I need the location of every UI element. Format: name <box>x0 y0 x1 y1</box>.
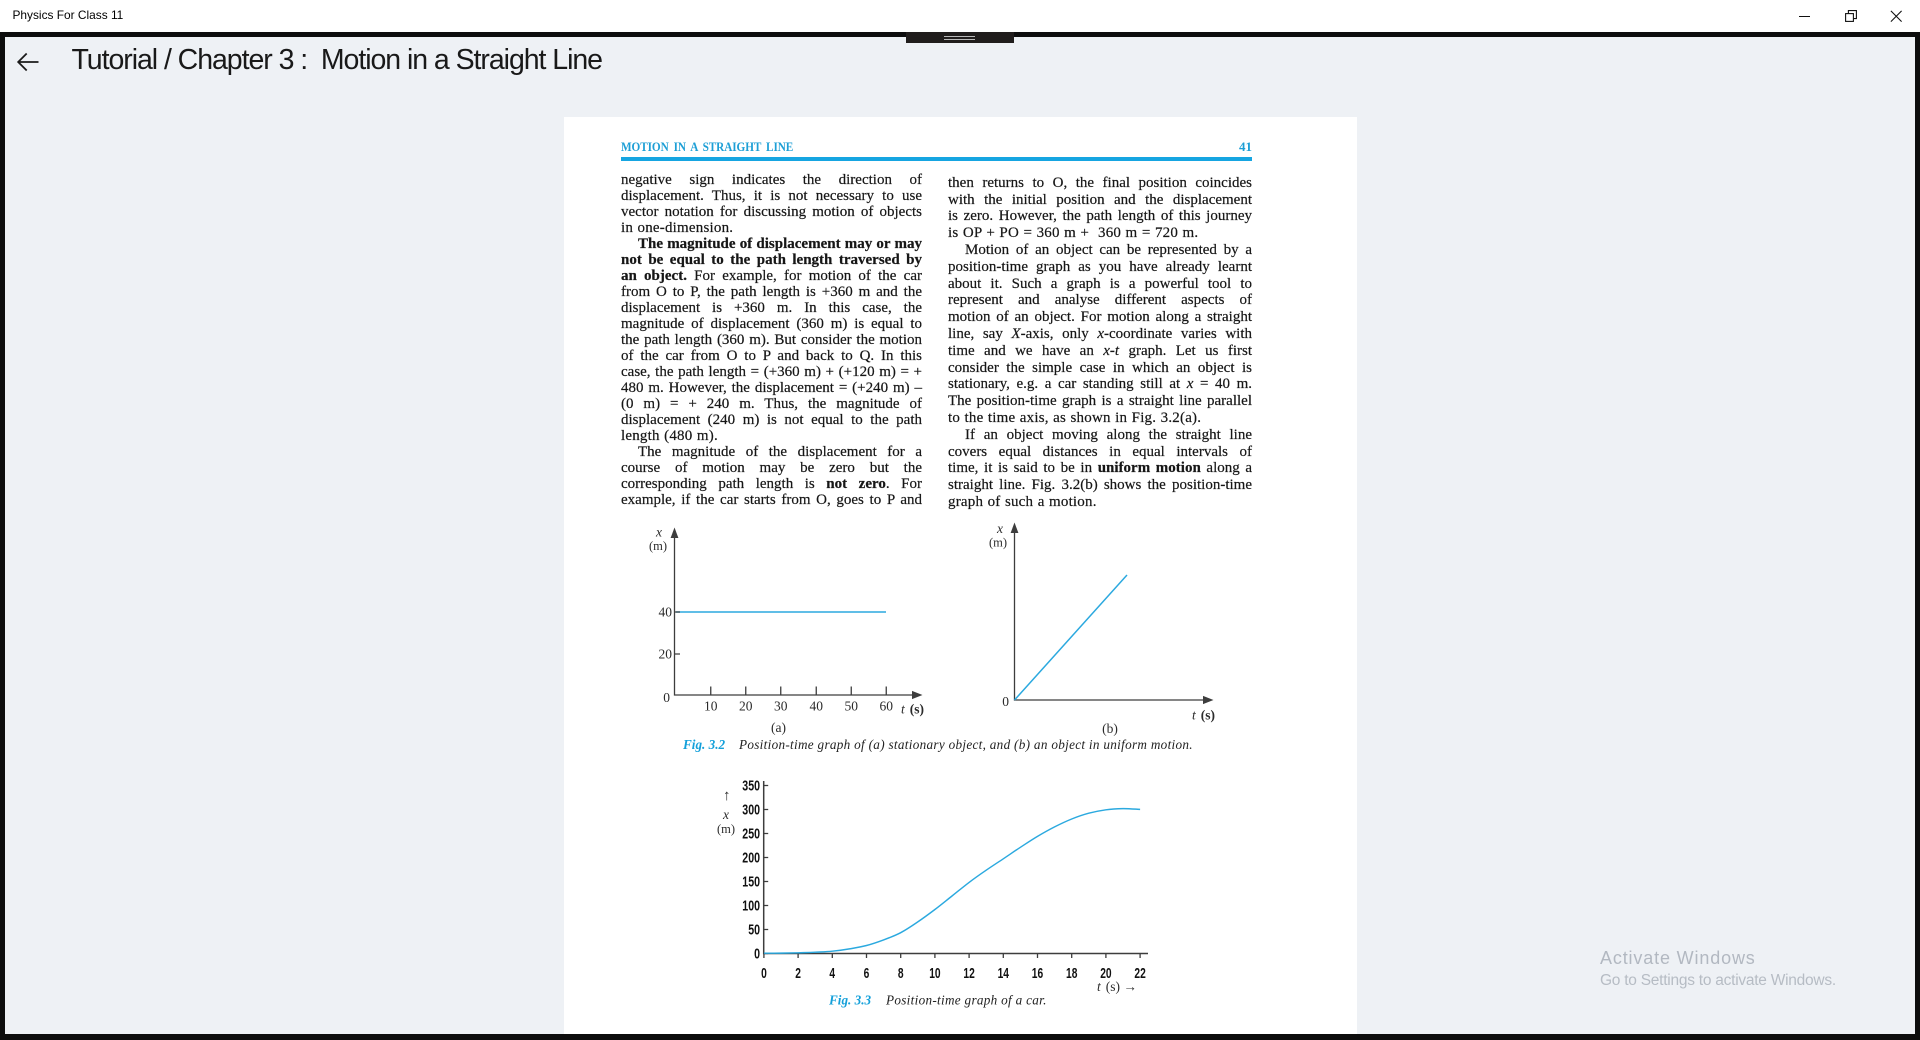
svg-text:0: 0 <box>663 690 670 705</box>
svg-text:40: 40 <box>659 605 673 620</box>
svg-text:x: x <box>722 807 729 822</box>
svg-text:150: 150 <box>742 875 760 891</box>
svg-text:350: 350 <box>742 779 760 795</box>
svg-text:(m): (m) <box>717 822 735 836</box>
svg-text:(b): (b) <box>1102 721 1118 736</box>
svg-text:0: 0 <box>761 966 767 982</box>
svg-text:(a): (a) <box>771 720 786 735</box>
svg-text:300: 300 <box>742 803 760 819</box>
svg-text:Position-time graph of (a) sta: Position-time graph of (a) stationary ob… <box>738 737 1193 752</box>
svg-text:50: 50 <box>748 923 760 939</box>
svg-text:10: 10 <box>929 966 940 982</box>
svg-text:14: 14 <box>998 966 1009 982</box>
svg-text:t: t <box>1192 708 1197 723</box>
svg-text:(s): (s) <box>1198 708 1215 723</box>
svg-text:0: 0 <box>1002 694 1009 709</box>
svg-text:50: 50 <box>845 699 859 714</box>
svg-text:t: t <box>901 702 906 717</box>
svg-text:Fig. 3.3: Fig. 3.3 <box>828 993 872 1008</box>
svg-text:16: 16 <box>1032 966 1043 982</box>
svg-text:x: x <box>996 521 1003 536</box>
svg-text:↑: ↑ <box>723 788 731 804</box>
svg-text:t: t <box>1097 979 1102 994</box>
svg-text:4: 4 <box>829 966 835 982</box>
svg-text:20: 20 <box>659 647 673 662</box>
svg-text:30: 30 <box>774 699 788 714</box>
svg-text:(s): (s) <box>907 702 924 717</box>
svg-text:0: 0 <box>754 947 760 963</box>
svg-text:(m): (m) <box>649 539 667 553</box>
svg-text:60: 60 <box>880 699 894 714</box>
svg-text:200: 200 <box>742 851 760 867</box>
svg-text:8: 8 <box>898 966 904 982</box>
svg-text:40: 40 <box>810 699 824 714</box>
svg-text:x: x <box>655 525 662 540</box>
svg-text:Position-time graph of a car.: Position-time graph of a car. <box>885 993 1047 1008</box>
svg-text:Fig. 3.2: Fig. 3.2 <box>682 737 726 752</box>
svg-text:20: 20 <box>1100 966 1111 982</box>
svg-text:12: 12 <box>963 966 974 982</box>
svg-text:(m): (m) <box>989 536 1007 550</box>
svg-text:6: 6 <box>864 966 870 982</box>
svg-text:20: 20 <box>739 699 753 714</box>
svg-text:100: 100 <box>742 899 760 915</box>
svg-text:250: 250 <box>742 827 760 843</box>
svg-text:22: 22 <box>1134 966 1145 982</box>
svg-text:18: 18 <box>1066 966 1077 982</box>
svg-text:10: 10 <box>704 699 718 714</box>
svg-text:2: 2 <box>795 966 801 982</box>
svg-text:(s) →: (s) → <box>1103 979 1137 994</box>
